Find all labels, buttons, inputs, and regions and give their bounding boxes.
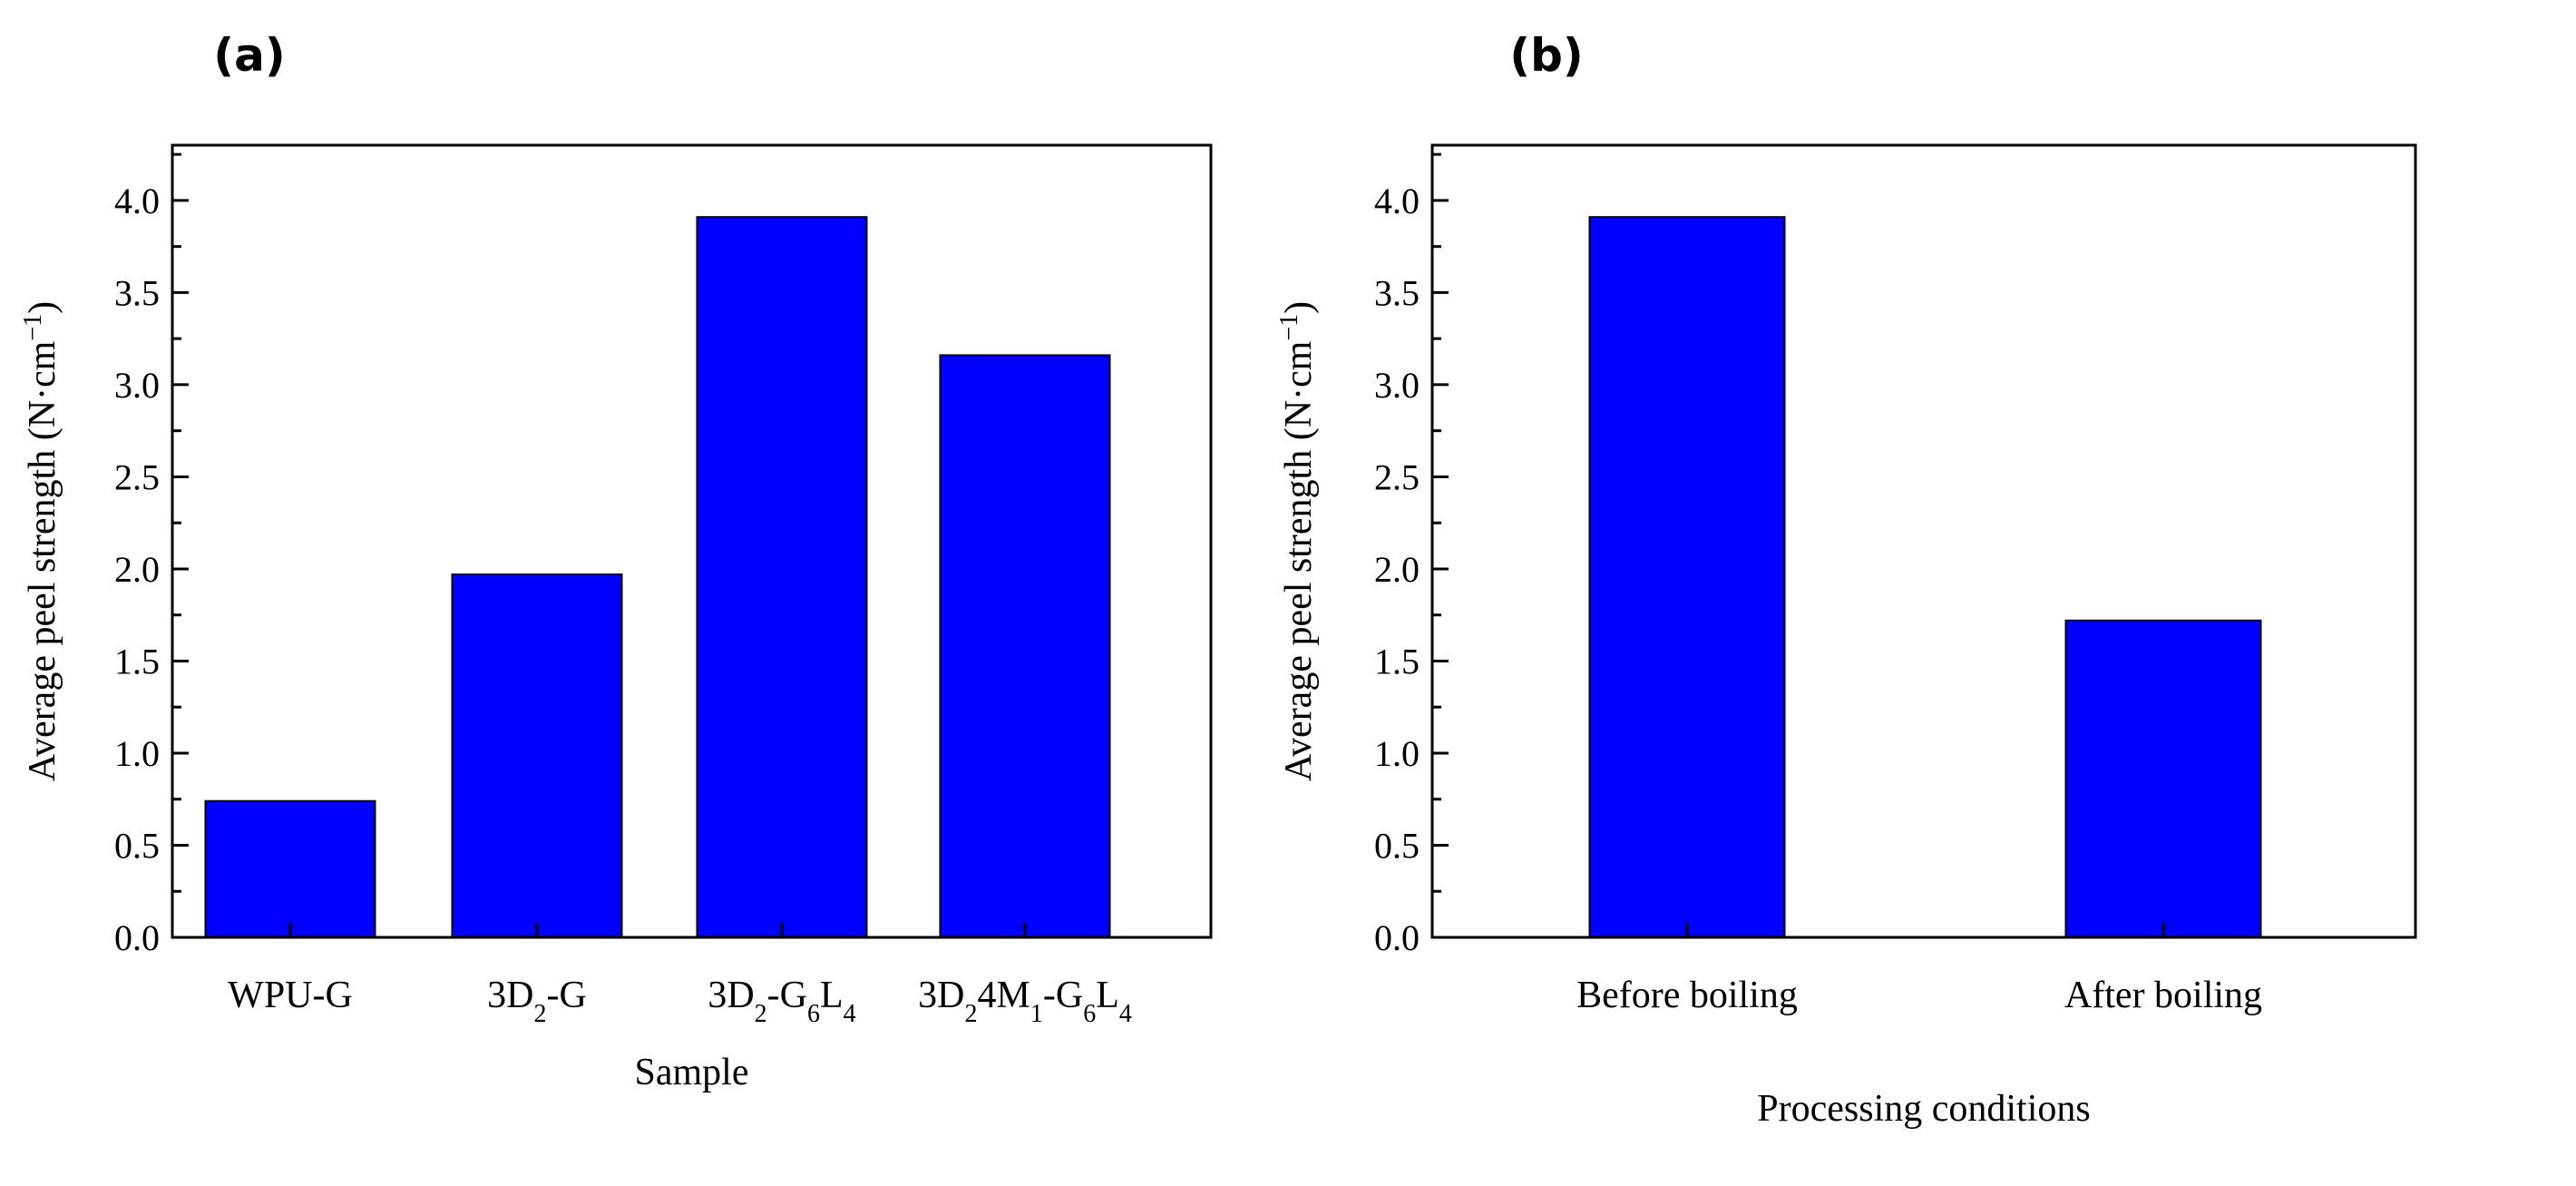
y-tick-label: 4.0: [114, 181, 160, 221]
y-tick-label: 2.0: [1374, 549, 1420, 590]
plot-frame: [1430, 143, 2417, 939]
y-tick-label: 2.5: [1374, 456, 1420, 497]
y-axis-title: Average peel strength (N·cm−1): [1275, 301, 1321, 781]
bar-2: [451, 573, 623, 938]
y-tick-label: 3.0: [1374, 365, 1420, 406]
y-tick-label: 3.5: [114, 272, 160, 313]
y-tick-label: 0.5: [114, 825, 160, 866]
y-tick-label: 0.5: [1374, 825, 1420, 866]
bar-1: [204, 799, 376, 939]
y-tick-label: 1.0: [114, 733, 160, 774]
y-tick-label: 0.0: [114, 917, 160, 958]
x-tick-label: 3D2-G: [487, 975, 587, 1028]
x-axis-title: Processing conditions: [1757, 1088, 2090, 1130]
x-tick-label: After boiling: [2064, 975, 2262, 1016]
y-axis-title: Average peel strength (N·cm−1): [19, 301, 64, 781]
bar-1: [1588, 216, 1786, 938]
y-tick-label: 1.0: [1374, 733, 1420, 774]
bar-4: [939, 354, 1111, 938]
bar-2: [2064, 619, 2262, 938]
y-tick-label: 2.5: [114, 456, 160, 497]
x-tick-label: Before boiling: [1576, 975, 1798, 1016]
panel-a: (a) 0.0 0.5 1.0 1.5 2.0 2.5 3.0 3.5 4.0 WPU-G 3D2-G…: [19, 29, 1213, 1093]
x-axis-title: Sample: [635, 1052, 749, 1093]
y-tick-label: 3.5: [1374, 272, 1420, 313]
panel-label: (a): [213, 29, 285, 82]
panel-label: (b): [1509, 29, 1584, 82]
panel-b: (b) 0.0 0.5 1.0 1.5 2.0 2.5 3.0 3.5 4.0 Before boi…: [1275, 29, 2417, 1130]
y-tick-label: 1.5: [1374, 641, 1420, 681]
y-tick-label: 0.0: [1374, 917, 1420, 958]
x-tick-label: WPU-G: [228, 975, 353, 1016]
y-tick-label: 4.0: [1374, 181, 1420, 221]
y-tick-label: 3.0: [114, 365, 160, 406]
x-tick-label: 3D24M1-G6L4: [918, 975, 1132, 1028]
y-tick-label: 1.5: [114, 641, 160, 681]
y-tick-label: 2.0: [114, 549, 160, 590]
plot-frame: [171, 143, 1213, 939]
x-tick-label: 3D2-G6L4: [707, 975, 855, 1028]
bar-3: [696, 216, 868, 938]
